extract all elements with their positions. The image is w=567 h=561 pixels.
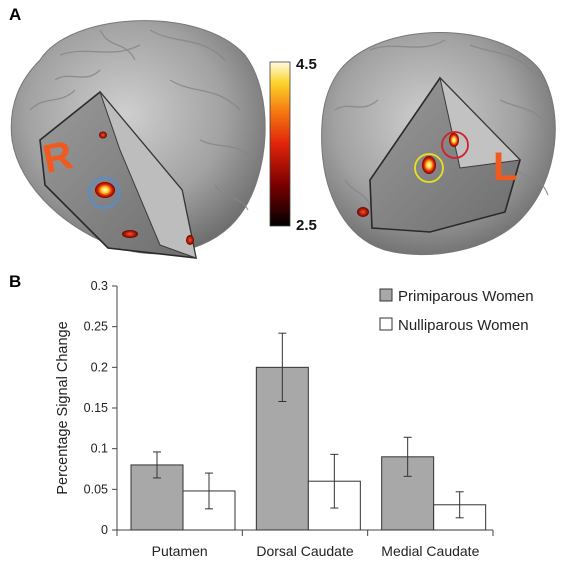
y-tick-label: 0: [101, 523, 108, 537]
panel-a-label: A: [9, 5, 22, 24]
brain-right-view: L: [321, 32, 556, 256]
legend-swatch: [379, 317, 393, 331]
activation-putamen-left: [95, 182, 115, 198]
roi-circle-yellow: [414, 153, 444, 183]
legend-label: Primiparous Women: [398, 288, 534, 305]
activation-caudate-right: [422, 156, 436, 174]
y-tick-label: 0.2: [91, 360, 108, 374]
panel-b-label: B: [9, 272, 22, 291]
y-tick-label: 0.1: [91, 442, 108, 456]
y-tick-label: 0.25: [84, 320, 108, 334]
colorbar-max-label: 4.5: [296, 56, 317, 73]
category-label: Putamen: [152, 543, 208, 559]
category-label: Medial Caudate: [381, 543, 479, 559]
category-label: Dorsal Caudate: [256, 543, 353, 559]
colorbar: 4.5 2.5: [269, 56, 317, 234]
colorbar-gradient: [269, 61, 291, 227]
legend-swatch: [379, 288, 393, 302]
brain-left-view: R: [10, 20, 266, 259]
legend: Primiparous Women Nulliparous Women: [379, 288, 534, 334]
roi-circle-blue: [88, 177, 120, 209]
y-tick-label: 0.15: [84, 401, 108, 415]
hemisphere-label-l: L: [493, 145, 517, 189]
y-axis-title: Percentage Signal Change: [55, 321, 71, 494]
brain-left-sagittal-plane: [99, 91, 197, 259]
activation-spot-upper: [99, 131, 107, 139]
bar-chart: 0 0.05 0.1 0.15 0.2 0.25 0.3 Putamen Dorsal Cau…: [55, 279, 534, 559]
brain-right-axial-plane: [439, 76, 522, 169]
y-tick-label: 0.05: [84, 482, 108, 496]
activation-spot-left-edge: [357, 207, 369, 217]
legend-label: Nulliparous Women: [398, 317, 529, 334]
roi-circle-red: [441, 131, 469, 159]
colorbar-min-label: 2.5: [296, 217, 317, 234]
activation-medial-right: [449, 133, 459, 147]
activation-spot-edge: [186, 235, 194, 245]
y-tick-label: 0.3: [91, 279, 108, 293]
activation-spot-lower: [122, 230, 138, 238]
